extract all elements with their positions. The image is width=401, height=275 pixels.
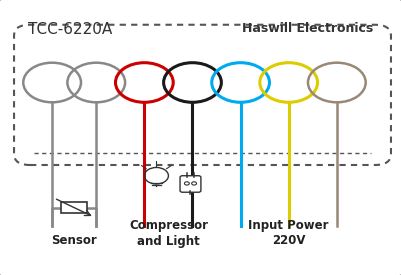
FancyBboxPatch shape bbox=[61, 202, 87, 213]
Text: Sensor: Sensor bbox=[51, 235, 97, 248]
Text: Input Power
220V: Input Power 220V bbox=[249, 219, 329, 248]
FancyBboxPatch shape bbox=[180, 176, 201, 192]
Text: TCC-6220A: TCC-6220A bbox=[28, 22, 112, 37]
Text: Haswill Electronics: Haswill Electronics bbox=[242, 22, 373, 35]
Text: Compressor
and Light: Compressor and Light bbox=[129, 219, 208, 248]
